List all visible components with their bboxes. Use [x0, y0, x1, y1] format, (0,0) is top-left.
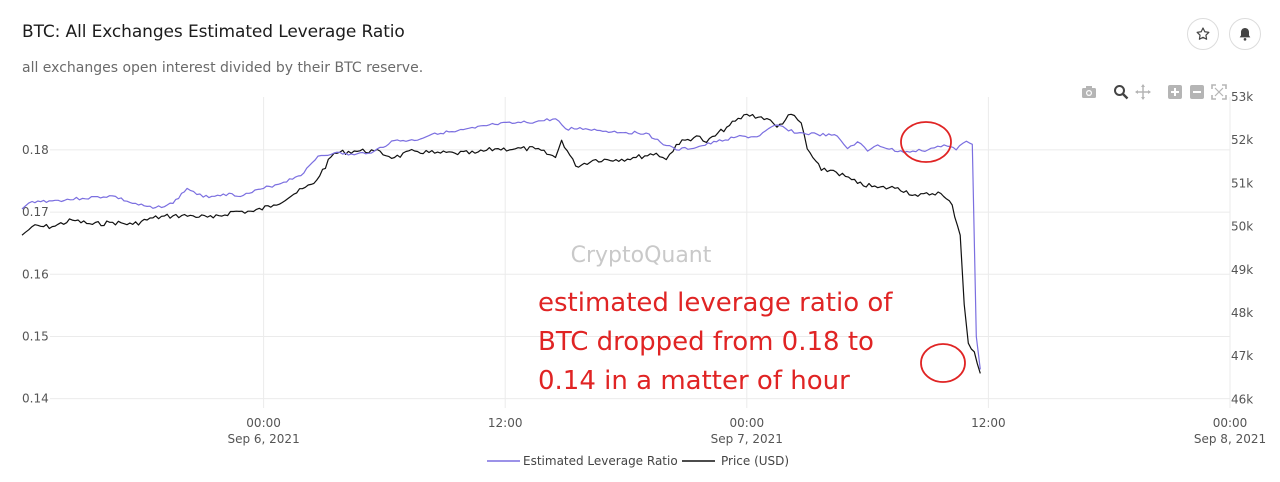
right-tick-label: 49k [1231, 263, 1253, 277]
chart-title: BTC: All Exchanges Estimated Leverage Ra… [22, 22, 405, 42]
right-tick-label: 52k [1231, 133, 1253, 147]
favorite-button[interactable] [1187, 18, 1219, 50]
annotation-line-1: estimated leverage ratio of [538, 288, 893, 318]
chart-subtitle: all exchanges open interest divided by t… [22, 60, 424, 76]
right-tick-label: 46k [1231, 392, 1253, 406]
x-tick-time: 00:00 [1213, 416, 1248, 430]
right-tick-label: 50k [1231, 220, 1253, 234]
legend-label-leverage[interactable]: Estimated Leverage Ratio [523, 454, 678, 468]
chart-modebar [1078, 82, 1230, 102]
x-tick-date: Sep 6, 2021 [227, 432, 299, 446]
left-tick-label: 0.18 [22, 143, 49, 157]
right-tick-label: 53k [1231, 90, 1253, 104]
star-icon [1196, 27, 1210, 40]
left-tick-label: 0.14 [22, 392, 49, 406]
camera-icon [1082, 86, 1096, 98]
annotation-line-2: BTC dropped from 0.18 to [538, 327, 874, 357]
right-tick-label: 47k [1231, 349, 1253, 363]
autoscale-button[interactable] [1208, 82, 1230, 102]
x-tick-time: 12:00 [488, 416, 523, 430]
left-tick-label: 0.15 [22, 329, 49, 343]
download-image-button[interactable] [1078, 82, 1100, 102]
annotation-line-3: 0.14 in a matter of hour [538, 366, 850, 396]
right-y-axis: 46k 47k 48k 49k 50k 51k 52k 53k [1231, 90, 1253, 406]
notification-button[interactable] [1229, 18, 1261, 50]
x-tick-time: 00:00 [246, 416, 281, 430]
zoom-in-icon [1168, 85, 1182, 99]
legend-label-price[interactable]: Price (USD) [721, 454, 789, 468]
pan-button[interactable] [1132, 82, 1154, 102]
zoom-in-button[interactable] [1164, 82, 1186, 102]
price-series-line [21, 113, 981, 374]
x-tick-date: Sep 7, 2021 [711, 432, 783, 446]
right-tick-label: 48k [1231, 306, 1253, 320]
zoom-button[interactable] [1110, 82, 1132, 102]
x-axis: 00:00 Sep 6, 2021 12:00 00:00 Sep 7, 2021 12:… [227, 416, 1266, 446]
pan-icon [1135, 84, 1151, 100]
left-tick-label: 0.16 [22, 267, 49, 281]
left-tick-label: 0.17 [22, 205, 49, 219]
zoom-icon [1114, 85, 1129, 100]
series-lines [21, 113, 981, 374]
highlight-circle-peak [900, 121, 952, 163]
zoom-out-icon [1190, 85, 1204, 99]
x-tick-time: 12:00 [971, 416, 1006, 430]
watermark-logo: CryptoQuant [571, 243, 712, 268]
left-y-axis: 0.14 0.15 0.16 0.17 0.18 [22, 143, 49, 406]
leverage-ratio-series-line [21, 118, 981, 370]
zoom-out-button[interactable] [1186, 82, 1208, 102]
x-tick-time: 00:00 [730, 416, 765, 430]
x-tick-date: Sep 8, 2021 [1194, 432, 1266, 446]
autoscale-icon [1211, 84, 1227, 100]
legend[interactable]: Estimated Leverage Ratio Price (USD) [487, 454, 789, 468]
bell-icon [1239, 28, 1251, 41]
highlight-circle-drop [920, 343, 966, 383]
right-tick-label: 51k [1231, 176, 1253, 190]
